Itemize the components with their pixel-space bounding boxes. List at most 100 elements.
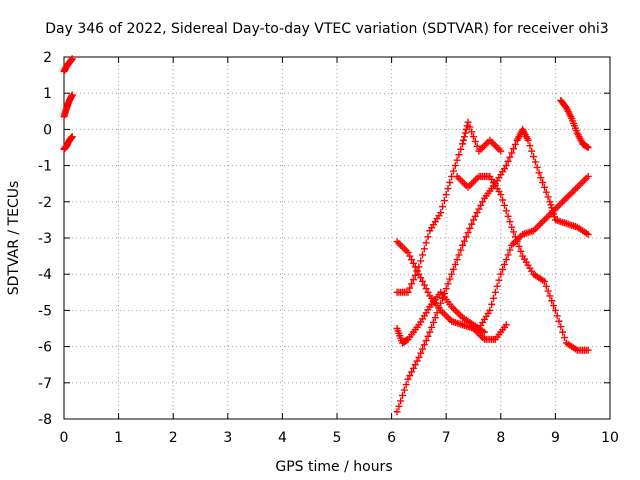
data-point: [491, 288, 499, 296]
data-point: [415, 353, 423, 361]
data-point: [422, 337, 430, 345]
data-point: [548, 297, 556, 305]
y-tick-label: -4: [38, 267, 52, 283]
data-point: [526, 142, 534, 150]
data-point: [459, 140, 467, 148]
data-point: [437, 209, 445, 217]
data-point: [499, 265, 507, 273]
data-point: [453, 256, 461, 264]
data-point: [466, 123, 474, 131]
data-point: [540, 183, 548, 191]
data-point: [479, 198, 487, 206]
data-point: [539, 178, 547, 186]
data-point: [502, 162, 510, 170]
data-point: [502, 207, 510, 215]
data-point: [477, 201, 485, 209]
data-point: [419, 345, 427, 353]
data-point: [500, 201, 508, 209]
data-point: [473, 142, 481, 150]
data-point: [460, 133, 468, 141]
data-point: [461, 129, 469, 137]
x-tick-label: 3: [223, 430, 232, 446]
data-point: [470, 133, 477, 141]
x-tick-label: 6: [387, 430, 396, 446]
data-point: [584, 346, 592, 354]
data-point: [462, 125, 470, 133]
data-point: [413, 357, 421, 365]
data-point: [488, 300, 496, 308]
data-point: [439, 294, 447, 302]
data-point: [475, 205, 483, 213]
data-point: [506, 246, 514, 254]
data-point: [446, 275, 454, 283]
data-point: [510, 145, 518, 153]
data-points: [60, 55, 592, 416]
y-tick-label: -5: [38, 303, 52, 319]
data-point: [540, 277, 548, 285]
y-tick-label: 1: [43, 86, 52, 102]
data-point: [499, 196, 507, 204]
data-point: [504, 157, 512, 165]
data-point: [406, 252, 414, 260]
data-point: [493, 282, 501, 290]
data-point: [480, 328, 488, 336]
data-point: [506, 218, 514, 226]
data-point: [471, 137, 479, 145]
x-tick-label: 8: [496, 430, 505, 446]
data-point: [406, 372, 414, 380]
series-8: [453, 172, 592, 354]
data-point: [504, 251, 512, 259]
series-1: [60, 55, 76, 75]
series-5: [393, 288, 488, 347]
data-point: [420, 245, 428, 253]
data-point: [435, 304, 443, 312]
series-4: [393, 238, 510, 343]
data-point: [402, 381, 410, 389]
data-point: [453, 156, 461, 164]
data-point: [433, 309, 441, 317]
data-point: [442, 191, 450, 199]
data-point: [400, 386, 408, 394]
data-point: [409, 276, 417, 284]
data-point: [502, 321, 510, 329]
x-tick-label: 0: [60, 430, 69, 446]
data-point: [466, 224, 474, 232]
data-point: [490, 294, 498, 302]
series-10: [557, 96, 592, 151]
data-point: [517, 247, 525, 255]
data-point: [444, 185, 452, 193]
data-point: [404, 248, 412, 256]
series-3: [60, 133, 76, 153]
data-point: [460, 237, 468, 245]
data-point: [424, 288, 432, 296]
data-point: [422, 239, 430, 247]
data-point: [561, 334, 568, 342]
y-tick-label: 2: [43, 50, 52, 66]
series-9: [475, 172, 592, 332]
data-point: [515, 242, 523, 250]
data-point: [457, 246, 465, 254]
data-point: [408, 256, 416, 264]
data-point: [417, 274, 425, 282]
data-point: [442, 285, 450, 293]
y-tick-label: -2: [38, 195, 52, 211]
data-point: [550, 302, 558, 310]
series-7: [393, 118, 505, 296]
chart-title: Day 346 of 2022, Sidereal Day-to-day VTE…: [45, 21, 608, 37]
data-point: [542, 188, 550, 196]
data-point: [420, 281, 428, 289]
series-2: [60, 91, 76, 121]
data-point: [411, 361, 419, 369]
data-point: [502, 256, 510, 264]
data-point: [440, 290, 448, 298]
x-tick-label: 7: [442, 430, 451, 446]
data-point: [544, 193, 552, 201]
data-point: [510, 228, 518, 236]
data-point: [464, 118, 472, 126]
data-point: [440, 197, 448, 205]
grid: [64, 57, 610, 419]
y-tick-label: -7: [38, 376, 52, 392]
data-point: [420, 341, 428, 349]
data-point: [497, 270, 505, 278]
data-point: [404, 375, 412, 383]
